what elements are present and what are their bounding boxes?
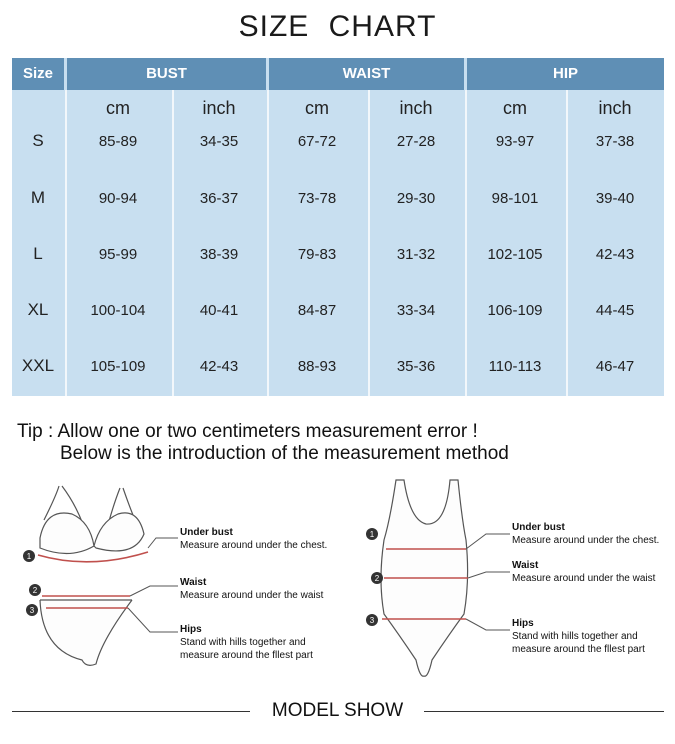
table-cell: 33-34 (396, 302, 436, 319)
table-cell: 90-94 (98, 190, 138, 207)
size-label: L (33, 244, 43, 263)
table-cell: 37-38 (595, 133, 635, 150)
table-header-row: Size BUST WAIST HIP (12, 58, 664, 90)
waist-title: Waist (512, 560, 539, 571)
column-divider (566, 90, 568, 396)
table-cell: 67-72 (297, 133, 337, 150)
table-cell: 93-97 (495, 133, 535, 150)
size-label: XL (27, 300, 49, 319)
right-underbust-label: Under bust Measure around under the ches… (512, 521, 659, 547)
table-cell: 42-43 (199, 358, 239, 375)
table-cell: 100-104 (90, 302, 146, 319)
waist-desc: Measure around under the waist (180, 590, 324, 601)
hips-title: Hips (512, 618, 534, 629)
column-divider (172, 90, 174, 396)
right-waist-label: Waist Measure around under the waist (512, 559, 655, 585)
table-cell: 29-30 (396, 190, 436, 207)
marker-1: 1 (27, 552, 32, 561)
table-cell: 27-28 (396, 133, 436, 150)
unit-label: cm (106, 98, 130, 118)
waist-desc: Measure around under the waist (512, 573, 656, 584)
table-cell: 110-113 (488, 358, 542, 375)
header-size: Size (12, 58, 64, 90)
page-title: SIZE CHART (238, 10, 437, 43)
footer-divider-left (12, 711, 250, 712)
right-hips-label: Hips Stand with hills together and measu… (512, 617, 645, 656)
unit-label: inch (598, 98, 632, 118)
marker-3: 3 (370, 616, 375, 625)
header-hip: HIP (467, 58, 664, 90)
table-cell: 46-47 (595, 358, 635, 375)
left-waist-label: Waist Measure around under the waist (180, 576, 323, 602)
left-hips-label: Hips Stand with hills together and measu… (180, 623, 313, 662)
hips-desc-2: measure around the fllest part (512, 644, 645, 655)
underbust-title: Under bust (180, 527, 233, 538)
table-cell: 79-83 (297, 246, 337, 263)
left-underbust-label: Under bust Measure around under the ches… (180, 526, 327, 552)
waist-title: Waist (180, 577, 207, 588)
table-cell: 36-37 (199, 190, 239, 207)
marker-3: 3 (30, 606, 35, 615)
table-cell: 102-105 (487, 246, 543, 263)
unit-label: cm (305, 98, 329, 118)
footer-divider-right (424, 711, 664, 712)
table-cell: 85-89 (98, 133, 138, 150)
left-markers: 1 2 3 (23, 550, 41, 616)
header-waist: WAIST (269, 58, 464, 90)
marker-1: 1 (370, 530, 375, 539)
size-label: S (32, 131, 44, 150)
hips-desc-1: Stand with hills together and (180, 637, 306, 648)
column-divider (465, 90, 467, 396)
size-label: XXL (21, 356, 55, 375)
size-label: M (30, 188, 46, 207)
unit-label: inch (202, 98, 236, 118)
table-cell: 39-40 (595, 190, 635, 207)
underbust-measure-line (37, 551, 149, 563)
table-cell: 88-93 (297, 358, 337, 375)
unit-label: cm (503, 98, 527, 118)
column-divider (267, 90, 269, 396)
table-cell: 34-35 (199, 133, 239, 150)
tip-text: Tip : Allow one or two centimeters measu… (17, 421, 478, 442)
marker-2: 2 (33, 586, 38, 595)
table-cell: 105-109 (90, 358, 146, 375)
column-divider (65, 90, 67, 396)
table-cell: 106-109 (487, 302, 543, 319)
hips-desc-2: measure around the fllest part (180, 650, 313, 661)
right-markers: 1 2 3 (366, 528, 383, 626)
table-cell: 38-39 (199, 246, 239, 263)
table-cell: 31-32 (396, 246, 436, 263)
table-cell: 95-99 (98, 246, 138, 263)
tip-subtext: Below is the introduction of the measure… (60, 443, 509, 464)
column-divider (368, 90, 370, 396)
footer-title: MODEL SHOW (271, 700, 404, 721)
table-cell: 84-87 (297, 302, 337, 319)
table-cell: 40-41 (199, 302, 239, 319)
table-cell: 98-101 (491, 190, 539, 207)
table-cell: 42-43 (595, 246, 635, 263)
table-cell: 73-78 (297, 190, 337, 207)
hips-title: Hips (180, 624, 202, 635)
unit-label: inch (399, 98, 433, 118)
size-chart-table: Size BUST WAIST HIP cm inch cm inch cm inch S 8… (12, 58, 664, 396)
hips-desc-1: Stand with hills together and (512, 631, 638, 642)
underbust-desc: Measure around under the chest. (180, 540, 328, 551)
table-cell: 44-45 (595, 302, 635, 319)
table-cell: 35-36 (396, 358, 436, 375)
marker-2: 2 (375, 574, 380, 583)
header-bust: BUST (67, 58, 266, 90)
underbust-desc: Measure around under the chest. (512, 535, 660, 546)
underbust-title: Under bust (512, 522, 565, 533)
